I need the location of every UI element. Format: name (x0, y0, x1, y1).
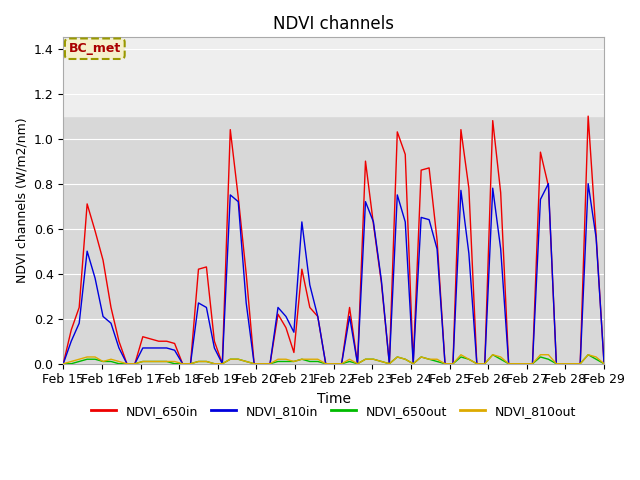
Line: NDVI_650in: NDVI_650in (63, 116, 604, 364)
NDVI_650out (489, 352, 497, 358)
X-axis label: Time: Time (317, 392, 351, 406)
NDVI_810in (243, 300, 250, 306)
NDVI_650in (99, 257, 107, 263)
Title: NDVI channels: NDVI channels (273, 15, 394, 33)
NDVI_810out (243, 359, 250, 364)
NDVI_810in (163, 345, 170, 351)
NDVI_650out (60, 361, 67, 367)
NDVI_810out (99, 359, 107, 364)
NDVI_810in (234, 199, 242, 204)
NDVI_810out (592, 354, 600, 360)
NDVI_650out (163, 359, 170, 364)
NDVI_650in (243, 271, 250, 276)
NDVI_810out (369, 356, 377, 362)
NDVI_650out (592, 356, 600, 362)
NDVI_810in (600, 361, 608, 367)
NDVI_650out (99, 359, 107, 364)
Legend: NDVI_650in, NDVI_810in, NDVI_650out, NDVI_810out: NDVI_650in, NDVI_810in, NDVI_650out, NDV… (86, 400, 581, 423)
NDVI_810out (163, 359, 170, 364)
NDVI_650out (234, 356, 242, 362)
Line: NDVI_810out: NDVI_810out (63, 355, 604, 364)
Y-axis label: NDVI channels (W/m2/nm): NDVI channels (W/m2/nm) (15, 118, 28, 283)
NDVI_810out (600, 361, 608, 367)
Line: NDVI_650out: NDVI_650out (63, 355, 604, 364)
NDVI_810in (592, 235, 600, 240)
NDVI_810out (234, 356, 242, 362)
NDVI_650out (600, 361, 608, 367)
Text: BC_met: BC_met (68, 42, 121, 55)
NDVI_650in (369, 221, 377, 227)
NDVI_810in (545, 181, 552, 187)
NDVI_650in (584, 113, 592, 119)
NDVI_810in (99, 313, 107, 319)
NDVI_650in (234, 194, 242, 200)
NDVI_650in (60, 361, 67, 367)
NDVI_650in (600, 361, 608, 367)
NDVI_650out (369, 356, 377, 362)
NDVI_810out (60, 361, 67, 367)
NDVI_810in (369, 219, 377, 225)
Bar (63, 37, 604, 116)
NDVI_810in (60, 361, 67, 367)
Line: NDVI_810in: NDVI_810in (63, 184, 604, 364)
NDVI_810out (457, 352, 465, 358)
NDVI_650in (163, 338, 170, 344)
NDVI_650out (243, 359, 250, 364)
NDVI_650in (592, 232, 600, 238)
